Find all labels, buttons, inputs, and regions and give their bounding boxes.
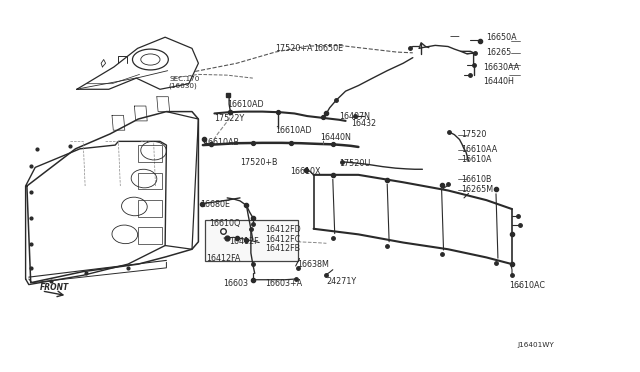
Text: 16680E: 16680E <box>200 200 230 209</box>
Text: 17520+B: 17520+B <box>240 158 278 167</box>
Text: 16412FC: 16412FC <box>266 235 301 244</box>
Bar <box>138 173 162 189</box>
Text: 16610AC: 16610AC <box>509 281 545 290</box>
Text: 16432: 16432 <box>351 119 376 128</box>
Text: 16407N: 16407N <box>339 112 370 121</box>
Text: 16610AA: 16610AA <box>461 145 497 154</box>
Text: 17522Y: 17522Y <box>214 114 244 123</box>
Text: 16412FB: 16412FB <box>266 244 301 253</box>
Text: 16610Q: 16610Q <box>209 219 241 228</box>
Text: —: — <box>450 31 460 41</box>
Bar <box>138 200 162 217</box>
Text: 17520+A: 17520+A <box>275 44 313 53</box>
Text: 16650A: 16650A <box>486 33 517 42</box>
Text: 17520: 17520 <box>461 130 486 139</box>
Text: 16440H: 16440H <box>483 77 514 86</box>
Text: 17520U: 17520U <box>339 159 371 168</box>
Bar <box>205 220 298 261</box>
Text: 16610AD: 16610AD <box>275 126 312 135</box>
Text: 16265M: 16265M <box>461 185 493 194</box>
Text: 16265: 16265 <box>486 48 511 57</box>
Text: FRONT: FRONT <box>40 283 69 292</box>
Text: 16412FD: 16412FD <box>266 225 301 234</box>
Text: 16630AA: 16630AA <box>483 63 520 72</box>
Text: SEC.170: SEC.170 <box>170 76 200 82</box>
Text: 16638M: 16638M <box>298 260 330 269</box>
Text: 16610A: 16610A <box>461 155 492 164</box>
Text: 16603+A: 16603+A <box>266 279 303 288</box>
Text: J16401WY: J16401WY <box>517 342 554 348</box>
Text: 16610AD: 16610AD <box>227 100 264 109</box>
Text: 24271Y: 24271Y <box>326 278 356 286</box>
Text: 16440N: 16440N <box>320 133 351 142</box>
Text: 16650E: 16650E <box>314 44 344 53</box>
Bar <box>138 145 162 162</box>
Text: 16610AB: 16610AB <box>203 138 239 147</box>
Text: 16603: 16603 <box>223 279 248 288</box>
Text: 16610X: 16610X <box>290 167 321 176</box>
Text: 16412FA: 16412FA <box>206 254 241 263</box>
Text: 16610B: 16610B <box>461 175 492 184</box>
Text: 16412F: 16412F <box>229 237 259 246</box>
Text: (16630): (16630) <box>168 82 197 89</box>
Bar <box>138 227 162 244</box>
